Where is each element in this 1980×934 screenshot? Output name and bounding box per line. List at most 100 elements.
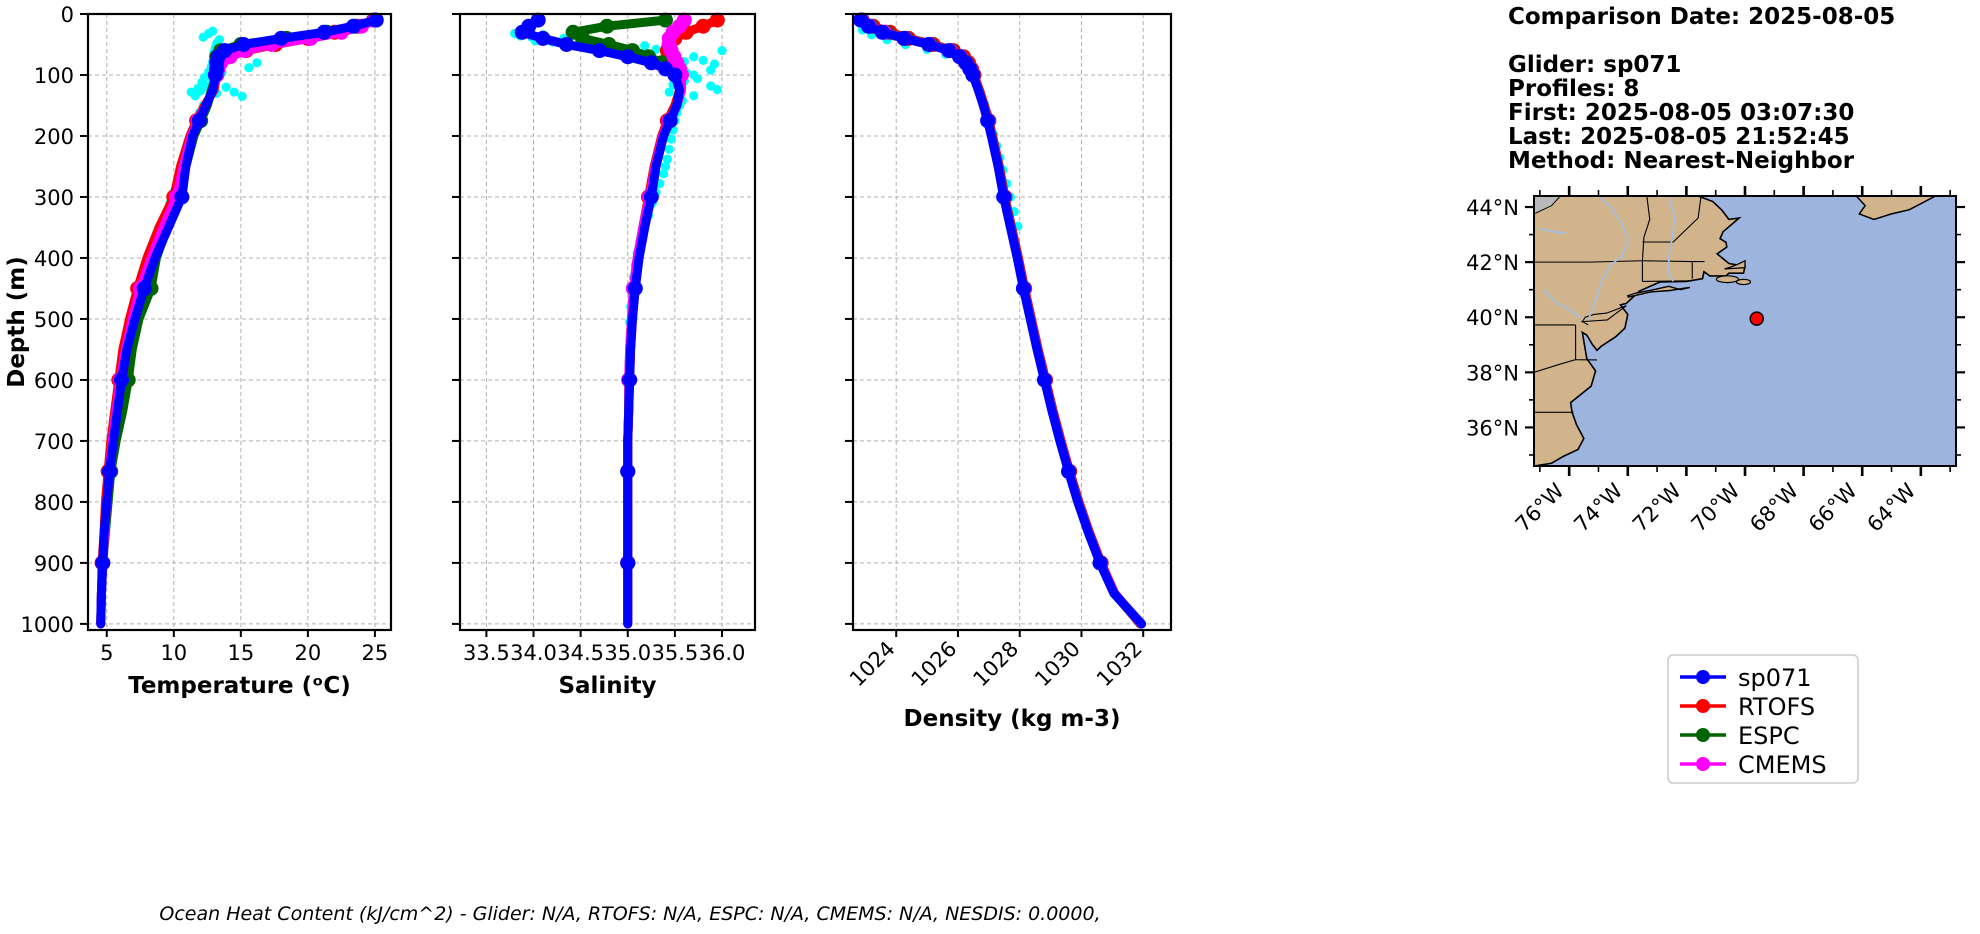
series-marker — [1092, 555, 1108, 571]
info-first: First: 2025-08-05 03:07:30 — [1508, 100, 1854, 126]
raw-point — [198, 80, 208, 90]
river — [1539, 228, 1567, 234]
gridlines-temperature — [88, 14, 391, 630]
state-border — [1642, 196, 1702, 243]
ytick-label: 100 — [34, 64, 74, 88]
xtick-label: 34.0 — [510, 641, 557, 665]
xtick-label: 25 — [362, 641, 389, 665]
series-marker — [620, 49, 636, 65]
xaxis-density: 1024 1026 1028 1030 1032 — [845, 630, 1147, 691]
xtick-label: 5 — [100, 641, 113, 665]
map-lon-label: 72°W — [1628, 478, 1686, 536]
series-marker — [1015, 280, 1031, 296]
xaxis-title-salinity: Salinity — [558, 673, 656, 699]
series-marker — [965, 67, 981, 83]
raw-point — [689, 52, 699, 62]
series-temperature-sp071 — [95, 12, 384, 629]
map-lon-label: 64°W — [1862, 478, 1920, 536]
legend-marker — [1696, 757, 1710, 771]
xtick-label: 1032 — [1092, 637, 1147, 692]
series-marker — [662, 113, 678, 129]
map-lat-label: 36°N — [1466, 416, 1519, 440]
raw-point — [658, 169, 669, 179]
state-border — [1534, 359, 1576, 373]
ytick-label: 900 — [34, 552, 74, 576]
info-comparison-date: Comparison Date: 2025-08-05 — [1508, 4, 1895, 30]
raw-point — [712, 85, 722, 95]
xtick-label: 20 — [295, 641, 322, 665]
map-lat-label: 42°N — [1466, 251, 1519, 275]
legend-box — [1667, 654, 1859, 784]
legend-item-sp071[interactable]: sp071 — [1680, 664, 1812, 692]
land-marthas-vineyard — [1715, 275, 1740, 284]
xtick-label: 10 — [160, 641, 187, 665]
map-lat-label: 40°N — [1466, 306, 1519, 330]
legend-item-espc[interactable]: ESPC — [1680, 722, 1800, 750]
yaxis-temperature: 0 100 200 300 400 500 600 700 800 900 1000 — [21, 3, 88, 637]
map-lon-label: 74°W — [1569, 478, 1627, 536]
glider-location-marker — [1749, 311, 1764, 326]
series-marker — [114, 372, 130, 388]
yaxis-salinity — [452, 13, 460, 625]
series-marker — [620, 463, 636, 479]
ytick-label: 200 — [34, 125, 74, 149]
raw-point — [698, 55, 708, 65]
xaxis-title-density: Density (kg m-3) — [904, 706, 1121, 732]
state-border — [1580, 305, 1627, 326]
xtick-label: 1028 — [968, 637, 1023, 692]
info-last: Last: 2025-08-05 21:52:45 — [1508, 124, 1850, 150]
map-lon-label: 76°W — [1511, 478, 1569, 536]
series-marker — [174, 189, 190, 205]
raw-point — [717, 45, 727, 56]
ytick-label: 300 — [34, 186, 74, 210]
series-marker — [921, 36, 937, 52]
raw-point — [640, 41, 650, 51]
xtick-label: 33.5 — [463, 641, 510, 665]
land-nova-scotia — [1835, 196, 1956, 221]
series-marker — [874, 24, 890, 40]
map-state-borders — [1534, 196, 1705, 413]
ytick-label: 0 — [61, 3, 74, 27]
map-rivers — [1539, 196, 1676, 321]
axes-frame-temperature — [86, 12, 393, 632]
ytick-label: 800 — [34, 491, 74, 515]
state-border — [1534, 260, 1643, 263]
xaxis-temperature: 5 10 15 20 25 — [100, 630, 388, 665]
series-marker — [643, 189, 659, 205]
series-marker — [709, 12, 725, 28]
map-lon-label: 68°W — [1745, 478, 1803, 536]
legend-label: ESPC — [1738, 722, 1800, 750]
plot-area-density — [853, 14, 1171, 630]
land-cape-cod — [1724, 259, 1746, 270]
legend-item-cmems[interactable]: CMEMS — [1680, 751, 1827, 779]
raw-point — [221, 82, 231, 92]
raw-point — [689, 91, 699, 101]
river — [1542, 289, 1582, 320]
xtick-label: 35.0 — [604, 641, 651, 665]
series-density-sp071 — [853, 12, 1147, 629]
raw-point — [666, 134, 676, 144]
plot-area-salinity — [460, 14, 755, 630]
xtick-label: 34.5 — [557, 641, 604, 665]
series-marker — [191, 113, 207, 129]
legend-item-rtofs[interactable]: RTOFS — [1680, 693, 1815, 721]
panel-density: 1024 1026 1028 1030 1032 Density (kg m-3) — [845, 12, 1173, 732]
ytick-label: 500 — [34, 308, 74, 332]
raw-point — [706, 65, 716, 75]
xaxis-salinity: 33.5 34.0 34.5 35.0 35.5 36.0 — [463, 630, 745, 665]
raw-point — [664, 87, 674, 97]
series-marker — [559, 36, 575, 52]
xtick-label: 1030 — [1030, 637, 1085, 692]
info-glider: Glider: sp071 — [1508, 52, 1681, 78]
river — [1587, 196, 1629, 321]
xaxis-title-temperature: Temperature (ᵒC) — [128, 673, 351, 699]
xtick-label: 1026 — [907, 637, 962, 692]
series-marker — [101, 463, 117, 479]
series-marker — [980, 113, 996, 129]
series-salinity-sp071 — [514, 12, 685, 629]
raw-point — [244, 63, 254, 73]
gridlines-density — [853, 14, 1171, 630]
legend-label: CMEMS — [1738, 751, 1827, 779]
panel-temperature: 5 10 15 20 25 Temperature (ᵒC) 0 100 200 300 400 50… — [21, 3, 393, 699]
